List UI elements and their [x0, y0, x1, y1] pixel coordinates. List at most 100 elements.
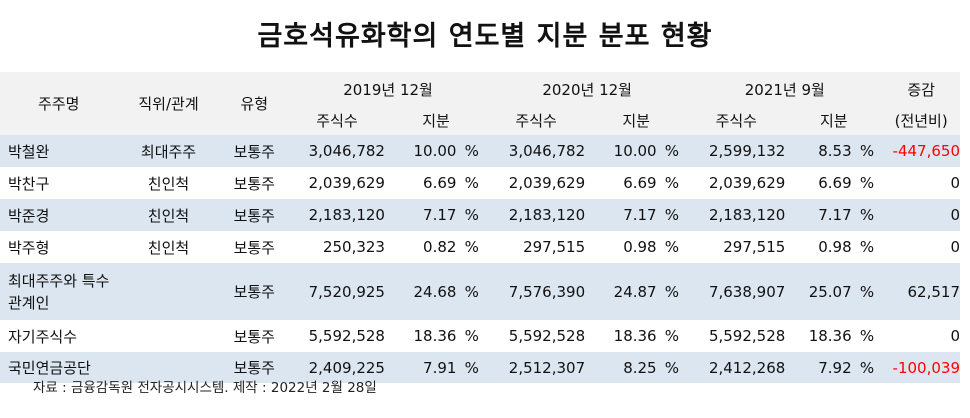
cell-type: 보통주 — [233, 327, 275, 346]
cell-position: 친인척 — [147, 238, 190, 257]
cell-shares-2020: 2,183,120 — [508, 206, 586, 224]
cell-shares-2021: 2,412,268 — [708, 358, 786, 377]
header-change: 증감 — [907, 80, 935, 99]
table-row: 박찬구 친인척 보통주 2,039,629 6.69 % 2,039,629 6… — [0, 167, 960, 199]
cell-pct-sign: % — [664, 238, 680, 256]
cell-stake-2019: 18.36 — [413, 327, 457, 345]
cell-shares-2021: 5,592,528 — [708, 327, 786, 345]
cell-stake-2019: 0.82 — [423, 238, 457, 256]
header-type: 유형 — [240, 95, 269, 113]
cell-pct-sign: % — [464, 142, 479, 160]
cell-stake-2019: 7.17 — [423, 206, 457, 224]
cell-stake-2019: 24.68 — [413, 282, 457, 301]
cell-shares-2021: 2,039,629 — [708, 174, 786, 192]
cell-stake-2020: 0.98 — [623, 238, 657, 256]
cell-shares-2021: 2,183,120 — [708, 206, 786, 224]
table-title: 금호석유화학의 연도별 지분 분포 현황 — [257, 21, 713, 52]
cell-stake-2021: 25.07 — [808, 282, 852, 301]
table-row: 박주형 친인척 보통주 250,323 0.82 % 297,515 0.98 … — [0, 231, 960, 263]
cell-stake-2021: 7.17 — [818, 206, 852, 224]
cell-shares-2020: 3,046,782 — [508, 142, 586, 160]
cell-stake-2020: 7.17 — [623, 206, 657, 224]
cell-stake-2020: 24.87 — [613, 282, 657, 301]
cell-pct-sign: % — [464, 358, 479, 377]
cell-pct-sign: % — [859, 142, 875, 160]
cell-pct-sign: % — [859, 282, 875, 301]
cell-position: 최대주주 — [140, 142, 197, 161]
cell-change: 0 — [950, 327, 960, 345]
cell-pct-sign: % — [664, 174, 680, 192]
cell-pct-sign: % — [664, 206, 680, 224]
cell-shares-2019: 250,323 — [322, 238, 385, 256]
cell-stake-2021: 8.53 — [818, 142, 852, 160]
cell-pct-sign: % — [664, 358, 680, 377]
header-period-2020: 2020년 12월 — [542, 80, 632, 99]
cell-shares-2019: 7,520,925 — [308, 282, 385, 301]
table-row: 박준경 친인척 보통주 2,183,120 7.17 % 2,183,120 7… — [0, 199, 960, 231]
cell-stake-2020: 18.36 — [613, 327, 657, 345]
cell-stake-2020: 6.69 — [623, 174, 657, 192]
cell-stake-2019: 10.00 — [413, 142, 457, 160]
cell-pct-sign: % — [464, 238, 479, 256]
cell-name: 박주형 — [8, 238, 50, 257]
cell-shares-2020: 7,576,390 — [508, 282, 586, 301]
cell-name: 박준경 — [8, 206, 50, 225]
cell-shares-2019: 2,409,225 — [308, 358, 385, 377]
cell-stake-2021: 6.69 — [818, 174, 852, 192]
cell-pct-sign: % — [664, 327, 680, 345]
cell-stake-2021: 18.36 — [808, 327, 852, 345]
cell-name: 자기주식수 — [8, 327, 78, 346]
cell-pct-sign: % — [664, 282, 680, 301]
cell-type: 보통주 — [233, 359, 275, 377]
cell-stake-2020: 10.00 — [613, 142, 657, 160]
cell-shares-2019: 2,183,120 — [308, 206, 385, 224]
header-name: 주주명 — [38, 95, 80, 113]
cell-position — [117, 320, 219, 352]
cell-shares-2021: 2,599,132 — [708, 142, 786, 160]
cell-position: 친인척 — [147, 206, 190, 225]
cell-position — [117, 263, 219, 320]
cell-shares-2020: 5,592,528 — [508, 327, 586, 345]
cell-type: 보통주 — [233, 206, 275, 225]
cell-change: 62,517 — [907, 282, 961, 301]
cell-stake-2021: 7.92 — [818, 358, 852, 377]
header-shares: 주식수 — [316, 112, 358, 130]
header-change-basis: (전년비) — [894, 112, 948, 130]
header-shares: 주식수 — [515, 112, 557, 130]
header-stake: 지분 — [819, 112, 848, 130]
cell-pct-sign: % — [464, 174, 479, 192]
source-note: 자료 : 금융감독원 전자공시시스템. 제작 : 2022년 2월 28일 — [33, 380, 377, 396]
cell-name: 최대주주와 특수관계인 — [8, 271, 110, 312]
header-period-2019: 2019년 12월 — [343, 80, 433, 99]
shareholding-table: 주주명 직위/관계 유형 2019년 12월 2020년 12월 2021년 9… — [0, 72, 960, 383]
cell-pct-sign: % — [859, 174, 875, 192]
cell-shares-2019: 2,039,629 — [308, 174, 385, 192]
cell-type: 보통주 — [233, 238, 275, 257]
cell-change: 0 — [950, 206, 960, 224]
cell-change: 0 — [950, 174, 960, 192]
cell-shares-2019: 3,046,782 — [308, 142, 385, 160]
cell-pct-sign: % — [859, 327, 875, 345]
cell-shares-2020: 297,515 — [523, 238, 586, 256]
cell-type: 보통주 — [233, 283, 275, 301]
cell-change: 0 — [950, 238, 960, 256]
table-row: 최대주주와 특수관계인 보통주 7,520,925 24.68 % 7,576,… — [0, 263, 960, 320]
header-stake: 지분 — [622, 112, 650, 130]
cell-pct-sign: % — [859, 358, 875, 377]
header-period-2021: 2021년 9월 — [744, 80, 825, 99]
cell-shares-2019: 5,592,528 — [308, 327, 385, 345]
cell-pct-sign: % — [464, 206, 479, 224]
cell-shares-2020: 2,512,307 — [508, 358, 586, 377]
cell-stake-2019: 7.91 — [423, 358, 457, 377]
cell-name: 국민연금공단 — [8, 359, 91, 377]
cell-stake-2020: 8.25 — [623, 358, 657, 377]
cell-type: 보통주 — [233, 174, 275, 193]
cell-pct-sign: % — [859, 206, 875, 224]
cell-change: -100,039 — [892, 358, 960, 377]
cell-position: 친인척 — [147, 174, 190, 193]
cell-shares-2021: 297,515 — [723, 238, 786, 256]
cell-change: -447,650 — [892, 142, 960, 160]
table-row: 자기주식수 보통주 5,592,528 18.36 % 5,592,528 18… — [0, 320, 960, 352]
header-stake: 지분 — [422, 112, 450, 130]
header-shares: 주식수 — [715, 112, 757, 130]
